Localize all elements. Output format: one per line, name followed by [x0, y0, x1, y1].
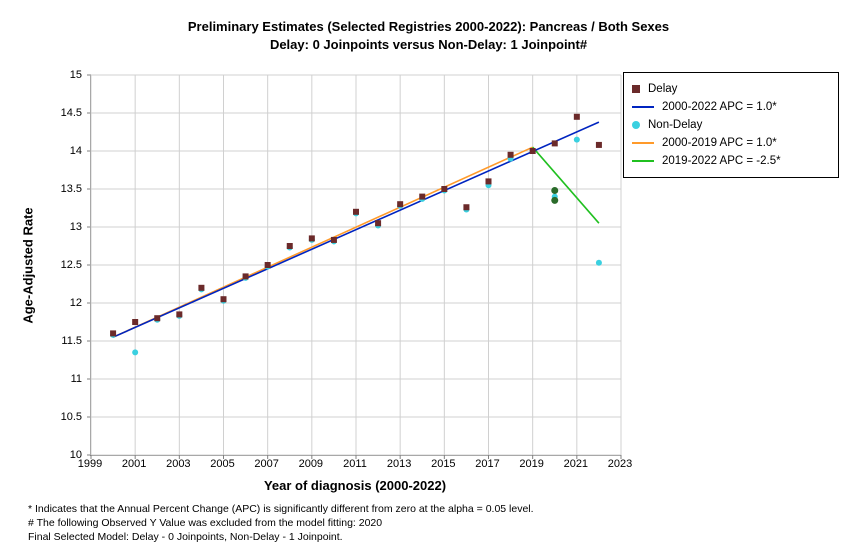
- legend-label: 2019-2022 APC = -2.5*: [662, 155, 781, 167]
- legend-item: Delay: [632, 81, 830, 97]
- y-tick-label: 12.5: [42, 259, 82, 271]
- y-tick-label: 13.5: [42, 183, 82, 195]
- x-tick-label: 2007: [247, 458, 287, 470]
- y-axis-label: Age-Adjusted Rate: [18, 75, 38, 455]
- y-tick-label: 12: [42, 297, 82, 309]
- title-line-1: Preliminary Estimates (Selected Registri…: [188, 19, 669, 34]
- x-tick-label: 2011: [335, 458, 375, 470]
- x-tick-label: 2017: [468, 458, 508, 470]
- x-tick-label: 2001: [114, 458, 154, 470]
- x-axis-label: Year of diagnosis (2000-2022): [90, 478, 620, 493]
- legend-item: 2000-2019 APC = 1.0*: [632, 135, 830, 151]
- footnote-line-2: # The following Observed Y Value was exc…: [28, 516, 534, 530]
- x-tick-label: 2019: [512, 458, 552, 470]
- x-tick-label: 2005: [203, 458, 243, 470]
- x-tick-label: 2003: [158, 458, 198, 470]
- legend-label: Non-Delay: [648, 119, 702, 131]
- y-tick-label: 11.5: [42, 335, 82, 347]
- y-tick-label: 10.5: [42, 411, 82, 423]
- footnotes: * Indicates that the Annual Percent Chan…: [28, 502, 534, 545]
- x-tick-label: 2009: [291, 458, 331, 470]
- footnote-line-3: Final Selected Model: Delay - 0 Joinpoin…: [28, 530, 534, 544]
- legend-line-swatch: [632, 160, 654, 162]
- y-tick-label: 14.5: [42, 107, 82, 119]
- y-tick-label: 14: [42, 145, 82, 157]
- x-tick-label: 2015: [423, 458, 463, 470]
- legend-line-swatch: [632, 142, 654, 144]
- y-tick-label: 11: [42, 373, 82, 385]
- plot-svg: [91, 75, 621, 455]
- chart-container: Preliminary Estimates (Selected Registri…: [0, 0, 857, 554]
- x-tick-label: 2013: [379, 458, 419, 470]
- y-tick-label: 15: [42, 69, 82, 81]
- y-tick-label: 13: [42, 221, 82, 233]
- legend: Delay 2000-2022 APC = 1.0* Non-Delay 2000-2…: [623, 72, 839, 178]
- footnote-line-1: * Indicates that the Annual Percent Chan…: [28, 502, 534, 516]
- x-tick-label: 1999: [70, 458, 110, 470]
- legend-item: Non-Delay: [632, 117, 830, 133]
- legend-square-icon: [632, 85, 640, 93]
- legend-label: 2000-2019 APC = 1.0*: [662, 137, 777, 149]
- y-axis-label-text: Age-Adjusted Rate: [21, 207, 36, 323]
- title-line-2: Delay: 0 Joinpoints versus Non-Delay: 1 …: [270, 37, 587, 52]
- legend-label: 2000-2022 APC = 1.0*: [662, 101, 777, 113]
- legend-item: 2019-2022 APC = -2.5*: [632, 153, 830, 169]
- legend-line-swatch: [632, 106, 654, 108]
- plot-area: [90, 75, 621, 456]
- legend-circle-icon: [632, 121, 640, 129]
- legend-item: 2000-2022 APC = 1.0*: [632, 99, 830, 115]
- chart-title: Preliminary Estimates (Selected Registri…: [0, 18, 857, 53]
- legend-label: Delay: [648, 83, 677, 95]
- x-tick-label: 2021: [556, 458, 596, 470]
- x-tick-label: 2023: [600, 458, 640, 470]
